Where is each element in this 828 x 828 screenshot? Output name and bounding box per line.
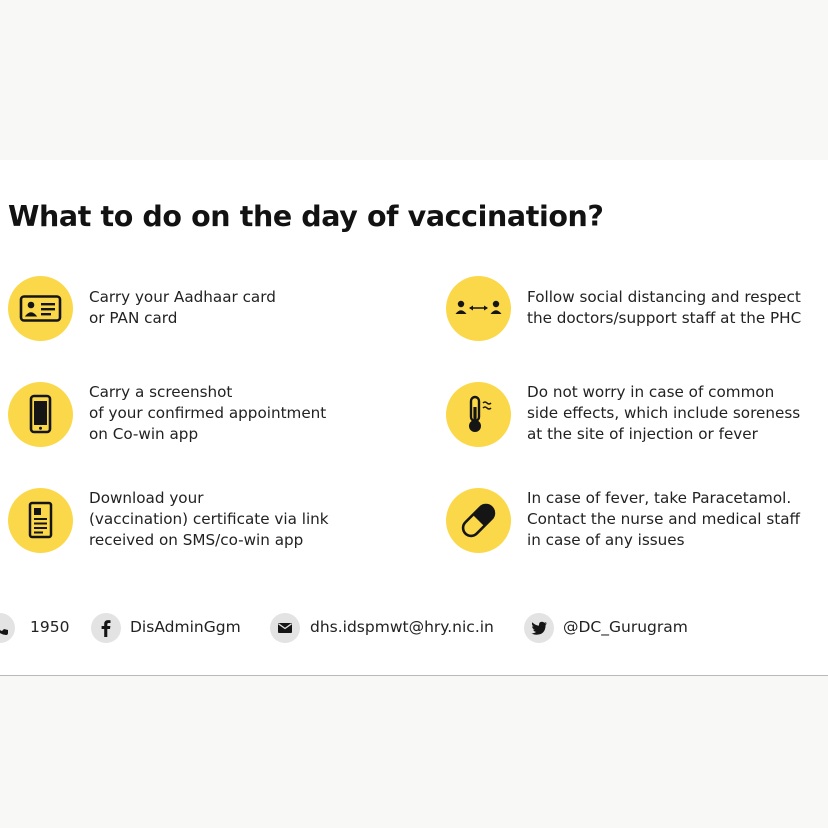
tip-screenshot-text: Carry a screenshot of your confirmed app…	[89, 383, 327, 443]
twitter-icon	[524, 613, 554, 643]
phone-number: 1950	[30, 618, 70, 636]
tip-certificate-text: Download your (vaccination) certificate …	[89, 489, 329, 549]
id-card-icon	[8, 276, 73, 341]
pill-icon	[446, 488, 511, 553]
social-distancing-icon	[446, 276, 511, 341]
vaccination-info-card: What to do on the day of vaccination? Ca…	[0, 160, 828, 676]
tip-paracetamol-text: In case of fever, take Paracetamol. Cont…	[527, 489, 800, 549]
email-icon	[270, 613, 300, 643]
thermometer-icon	[446, 382, 511, 447]
email-address: dhs.idspmwt@hry.nic.in	[310, 618, 494, 636]
tip-side-effects-text: Do not worry in case of common side effe…	[527, 383, 801, 443]
certificate-icon	[8, 488, 73, 553]
facebook-handle: DisAdminGgm	[130, 618, 241, 636]
tip-social-distancing-text: Follow social distancing and respect the…	[527, 288, 802, 327]
smartphone-icon	[8, 382, 73, 447]
facebook-icon	[91, 613, 121, 643]
tip-id-card-text: Carry your Aadhaar card or PAN card	[89, 288, 276, 327]
phone-icon	[0, 613, 15, 643]
twitter-handle: @DC_Gurugram	[563, 618, 688, 636]
page-title: What to do on the day of vaccination?	[8, 200, 604, 233]
